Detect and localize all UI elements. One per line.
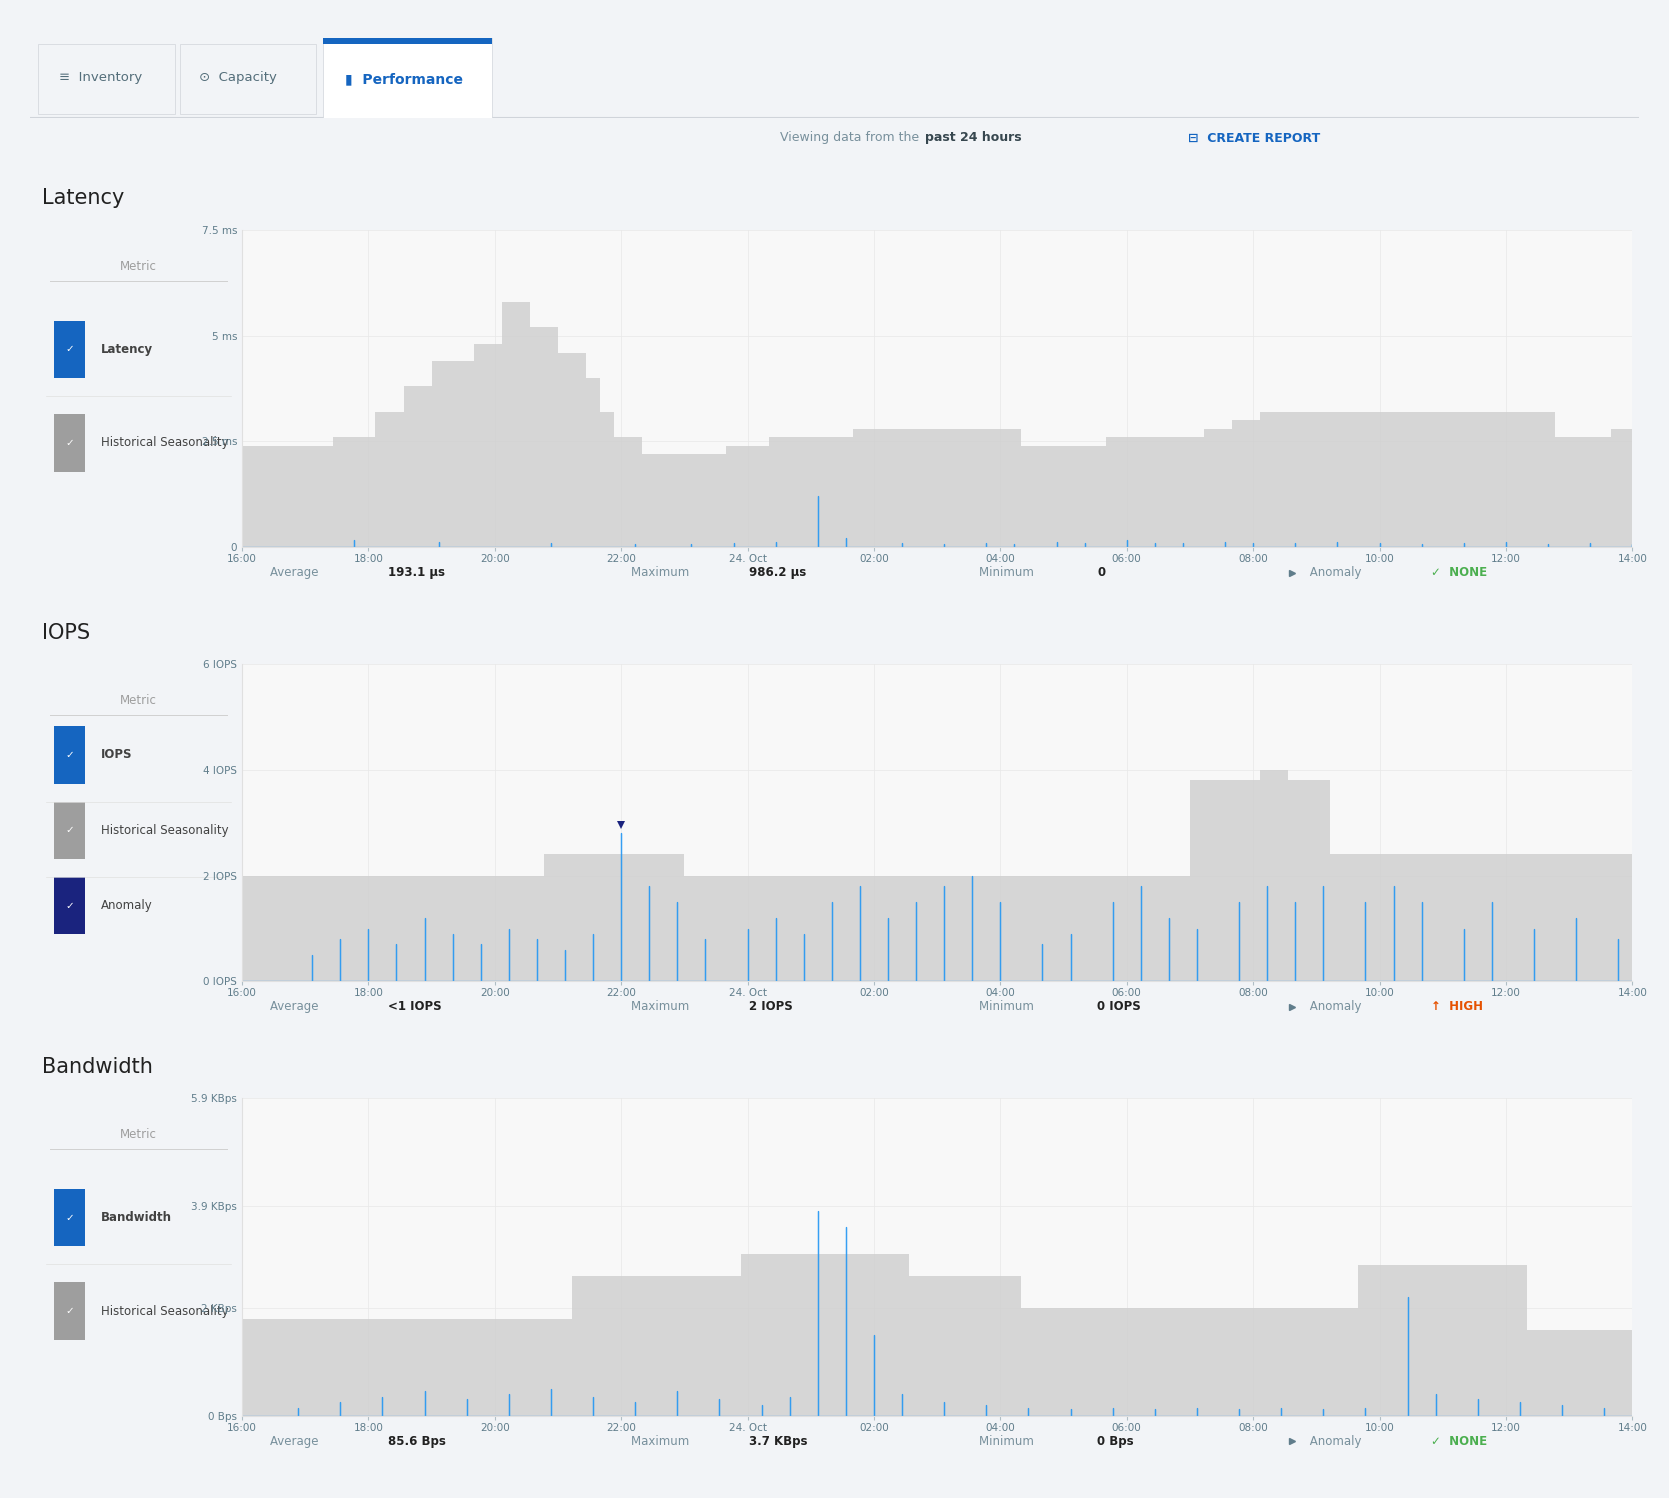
Text: Maximum: Maximum [631, 566, 698, 580]
Text: ✓: ✓ [65, 900, 73, 911]
Bar [53, 321, 85, 377]
Text: Minimum: Minimum [978, 1435, 1041, 1447]
Bar [53, 1282, 85, 1339]
Text: Average: Average [270, 566, 325, 580]
Text: ≡  Inventory: ≡ Inventory [58, 72, 142, 84]
Text: ✓: ✓ [65, 345, 73, 355]
Text: Historical Seasonality: Historical Seasonality [102, 1305, 229, 1318]
Text: Historical Seasonality: Historical Seasonality [102, 436, 229, 449]
Bar [53, 727, 85, 783]
Text: <1 IOPS: <1 IOPS [387, 1001, 442, 1013]
Text: 986.2 μs: 986.2 μs [749, 566, 806, 580]
Text: 3.7 KBps: 3.7 KBps [749, 1435, 808, 1447]
Text: ↑  HIGH: ↑ HIGH [1430, 1001, 1482, 1013]
Text: 2 IOPS: 2 IOPS [749, 1001, 793, 1013]
Text: ✓  NONE: ✓ NONE [1430, 1435, 1487, 1447]
Text: Average: Average [270, 1435, 325, 1447]
Text: 0 Bps: 0 Bps [1097, 1435, 1133, 1447]
Text: Minimum: Minimum [978, 1001, 1041, 1013]
Bar [53, 876, 85, 935]
Text: Anomaly: Anomaly [1305, 566, 1369, 580]
Text: Average: Average [270, 1001, 325, 1013]
Text: 0: 0 [1097, 566, 1105, 580]
Text: Viewing data from the: Viewing data from the [779, 132, 923, 144]
Text: Anomaly: Anomaly [1305, 1435, 1369, 1447]
Text: Metric: Metric [120, 259, 157, 273]
Text: Metric: Metric [120, 694, 157, 707]
Text: ▮  Performance: ▮ Performance [345, 72, 464, 87]
Text: Minimum: Minimum [978, 566, 1041, 580]
Text: ✓: ✓ [65, 1213, 73, 1222]
Bar [180, 43, 317, 114]
Bar [322, 37, 492, 45]
Text: IOPS: IOPS [42, 623, 90, 643]
Text: Maximum: Maximum [631, 1001, 698, 1013]
Bar [322, 34, 492, 118]
Text: ✓  NONE: ✓ NONE [1430, 566, 1487, 580]
Text: Anomaly: Anomaly [1305, 1001, 1369, 1013]
Text: Latency: Latency [102, 343, 154, 357]
Bar [53, 1189, 85, 1246]
Bar [53, 801, 85, 858]
Bar [38, 43, 175, 114]
Text: 85.6 Bps: 85.6 Bps [387, 1435, 446, 1447]
Bar [53, 413, 85, 472]
Text: Maximum: Maximum [631, 1435, 698, 1447]
Text: ✓: ✓ [65, 437, 73, 448]
Text: Anomaly: Anomaly [102, 899, 154, 912]
Text: Latency: Latency [42, 189, 124, 208]
Text: Bandwidth: Bandwidth [102, 1212, 172, 1224]
Text: ✓: ✓ [65, 825, 73, 836]
Text: ⊙  Capacity: ⊙ Capacity [199, 72, 277, 84]
Text: past 24 hours: past 24 hours [925, 132, 1021, 144]
Text: ✓: ✓ [65, 750, 73, 759]
Text: IOPS: IOPS [102, 749, 132, 761]
Text: 0 IOPS: 0 IOPS [1097, 1001, 1142, 1013]
Text: ⊟  CREATE REPORT: ⊟ CREATE REPORT [1188, 132, 1320, 144]
Text: ✓: ✓ [65, 1306, 73, 1317]
Text: 193.1 μs: 193.1 μs [387, 566, 446, 580]
Text: Metric: Metric [120, 1128, 157, 1141]
Text: Bandwidth: Bandwidth [42, 1056, 152, 1077]
Text: Historical Seasonality: Historical Seasonality [102, 824, 229, 837]
